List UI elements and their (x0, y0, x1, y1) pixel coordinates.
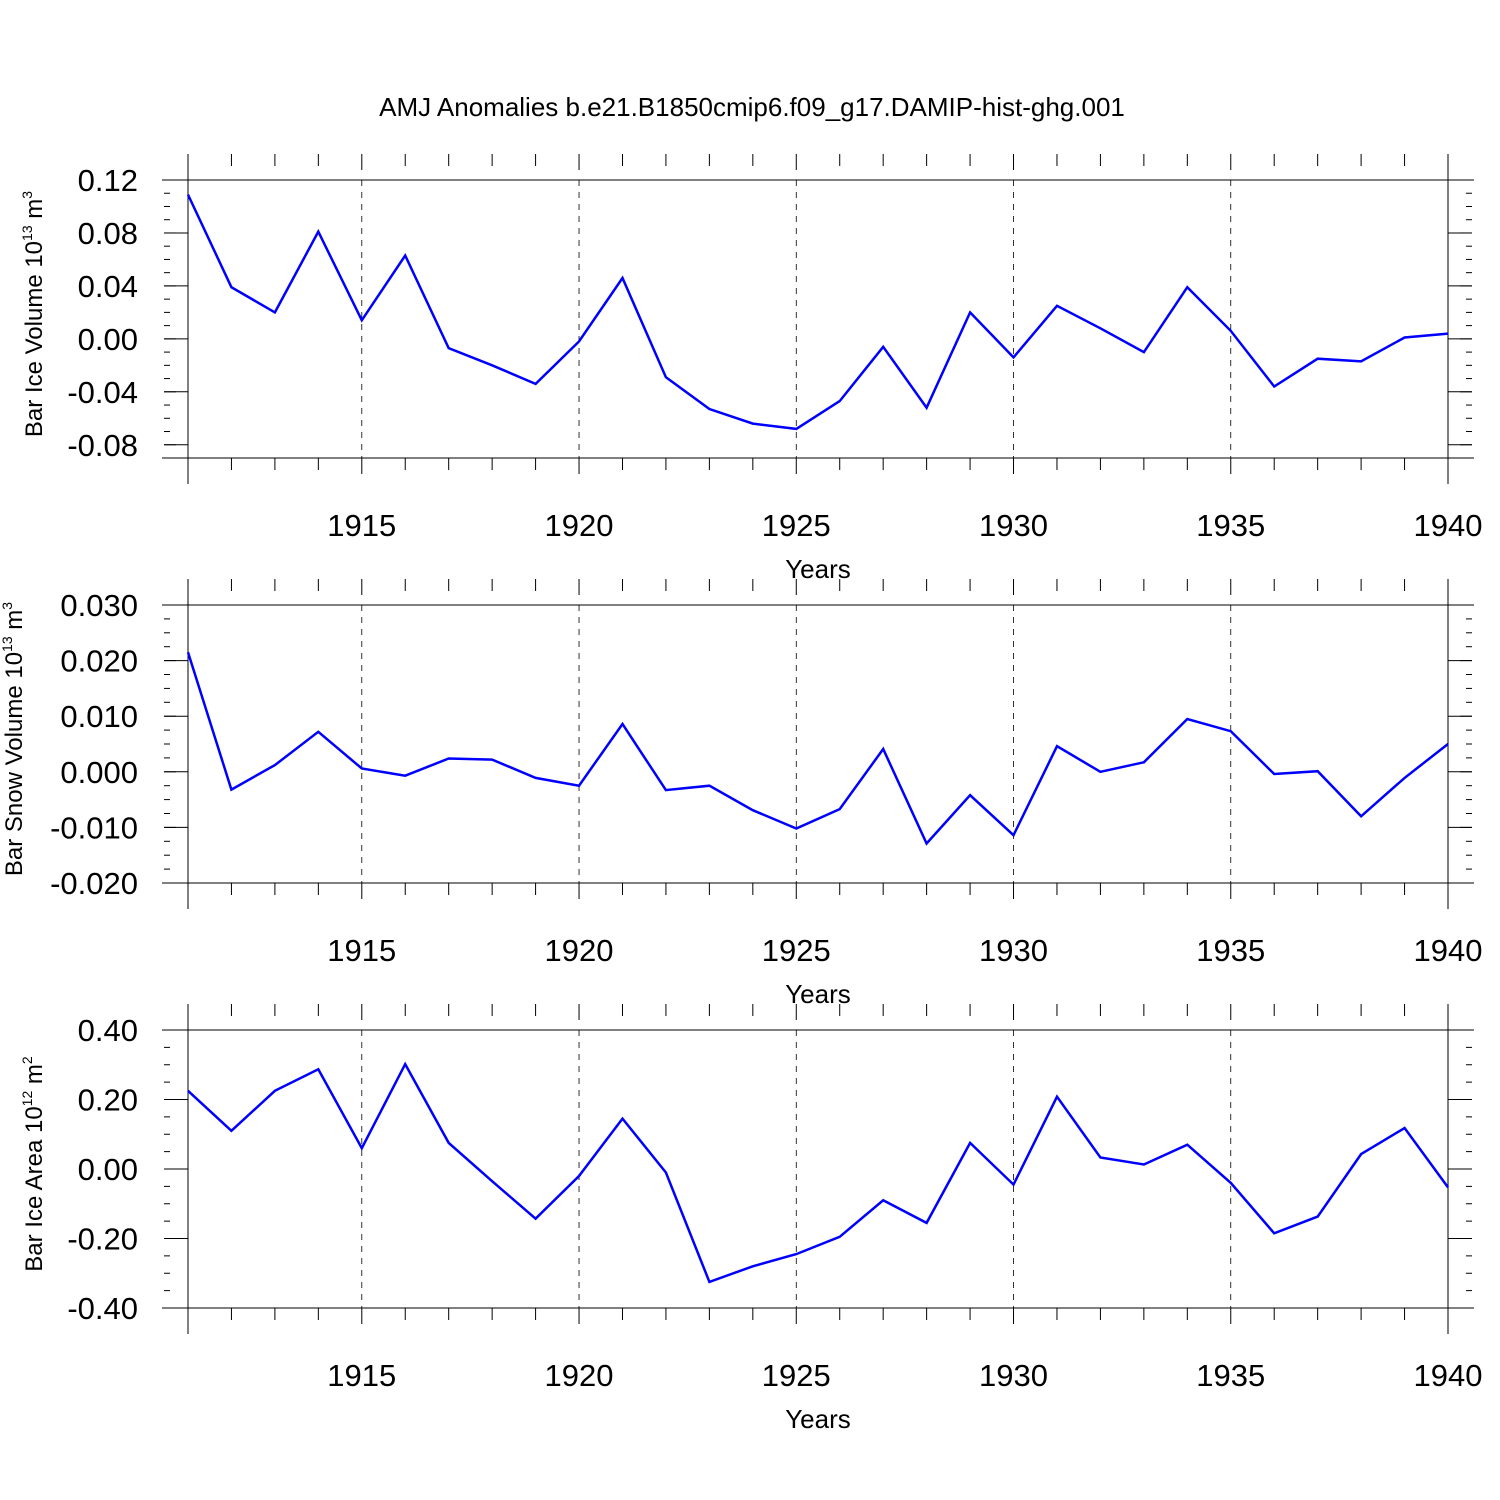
x-tick-label: 1930 (979, 1358, 1048, 1393)
y-tick-label: 0.08 (78, 216, 138, 251)
figure-title: AMJ Anomalies b.e21.B1850cmip6.f09_g17.D… (379, 92, 1125, 122)
x-tick-label: 1915 (327, 1358, 396, 1393)
x-tick-label: 1920 (545, 1358, 614, 1393)
x-tick-label: 1920 (545, 933, 614, 968)
y-axis-label-exponent: 13 (0, 636, 15, 652)
y-axis-label-unit-exponent: 3 (0, 602, 15, 610)
y-tick-label: -0.020 (50, 866, 138, 901)
y-tick-label: -0.40 (67, 1291, 138, 1326)
y-tick-label: 0.40 (78, 1013, 138, 1048)
x-tick-label: 1935 (1196, 933, 1265, 968)
x-tick-label: 1915 (327, 508, 396, 543)
y-axis-label-text: Bar Ice Area 10 (21, 1106, 48, 1271)
y-axis-label-unit-exponent: 3 (19, 191, 35, 199)
y-axis-label: Bar Ice Volume 1013 m3 (19, 191, 48, 437)
y-tick-label: 0.030 (60, 588, 138, 623)
y-tick-label: -0.010 (50, 810, 138, 845)
y-tick-label: 0.12 (78, 163, 138, 198)
x-axis-label: Years (785, 1404, 851, 1434)
x-tick-label: 1930 (979, 933, 1048, 968)
y-tick-label: -0.08 (67, 428, 138, 463)
y-axis-label-exponent: 12 (19, 1091, 35, 1107)
panels: 0.12 0.08 0.04 0.00 -0.04 -0.08 1915 1920 1925 19… (0, 154, 1482, 1434)
x-tick-label: 1920 (545, 508, 614, 543)
x-tick-label: 1925 (762, 1358, 831, 1393)
x-tick-label: 1940 (1414, 933, 1483, 968)
y-tick-label: 0.000 (60, 755, 138, 790)
x-tick-label: 1940 (1414, 508, 1483, 543)
y-tick-label: 0.20 (78, 1083, 138, 1118)
panel-1: 0.12 0.08 0.04 0.00 -0.04 -0.08 1915 1920 1925 19… (19, 154, 1482, 584)
y-tick-label: 0.04 (78, 269, 138, 304)
y-axis-label: Bar Ice Area 1012 m2 (19, 1056, 48, 1272)
x-axis-label: Years (785, 979, 851, 1009)
series-line-1 (187, 1061, 1450, 1284)
y-tick-label: -0.04 (67, 375, 138, 410)
y-tick-label: 0.00 (78, 322, 138, 357)
x-tick-label: 1935 (1196, 1358, 1265, 1393)
x-tick-label: 1935 (1196, 508, 1265, 543)
x-axis-label: Years (785, 554, 851, 584)
y-axis-label-exponent: 13 (19, 225, 35, 241)
x-tick-label: 1930 (979, 508, 1048, 543)
y-axis-label-unit: m (1, 610, 28, 637)
y-tick-label: 0.00 (78, 1152, 138, 1187)
x-tick-label: 1925 (762, 933, 831, 968)
x-tick-label: 1940 (1414, 1358, 1483, 1393)
y-axis-label: Bar Snow Volume 1013 m3 (0, 602, 28, 876)
panel-2: 0.030 0.020 0.010 0.000 -0.010 -0.020 1915 1920… (0, 579, 1482, 1009)
y-axis-label-unit: m (21, 199, 48, 226)
y-tick-label: -0.20 (67, 1222, 138, 1257)
x-tick-label: 1925 (762, 508, 831, 543)
panel-3: 0.40 0.20 0.00 -0.20 -0.40 1915 1920 1925 1930 19… (19, 1004, 1482, 1434)
y-axis-label-text: Bar Ice Volume 10 (21, 241, 48, 437)
y-axis-label-text: Bar Snow Volume 10 (1, 652, 28, 876)
y-tick-label: 0.020 (60, 644, 138, 679)
y-axis-label-unit: m (21, 1064, 48, 1091)
series-line-1 (186, 651, 1449, 846)
series-line-1 (186, 194, 1449, 431)
y-tick-label: 0.010 (60, 699, 138, 734)
x-tick-label: 1915 (327, 933, 396, 968)
y-axis-label-unit-exponent: 2 (19, 1056, 35, 1064)
